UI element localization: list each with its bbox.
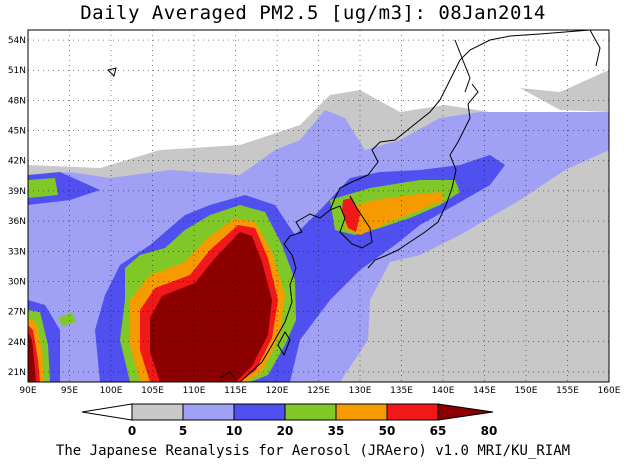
lat-tick-label: 48N — [8, 96, 26, 106]
gridlines — [28, 30, 609, 382]
lat-tick-label: 27N — [8, 308, 26, 318]
coastline-asia — [239, 30, 591, 382]
coastline-lake — [107, 67, 117, 77]
colorbar-label: 5 — [179, 424, 187, 438]
colorbar-label: 50 — [379, 424, 396, 438]
colorbar-label: 10 — [226, 424, 243, 438]
colorbar: 0 5 10 20 35 50 65 80 — [81, 403, 498, 438]
lon-tick-label: 130E — [349, 386, 372, 396]
lon-tick-label: 95E — [61, 386, 78, 396]
contour-80-plus-sw — [28, 332, 36, 382]
lon-tick-label: 115E — [224, 386, 247, 396]
lat-tick-label: 51N — [8, 66, 26, 76]
coastline-taiwan — [277, 331, 291, 357]
lon-tick-label: 100E — [100, 386, 123, 396]
map-frame — [27, 29, 610, 383]
lat-tick-label: 54N — [8, 36, 26, 46]
lon-tick-label: 155E — [556, 386, 579, 396]
lon-tick-label: 140E — [432, 386, 455, 396]
lon-ticks: 90E 95E 100E 105E 110E 115E 120E 125E 130E 135E 14… — [19, 386, 620, 396]
lat-tick-label: 36N — [8, 217, 26, 227]
colorbar-segment — [233, 403, 286, 421]
colorbar-segment — [335, 403, 388, 421]
coastline-korea — [329, 195, 373, 249]
contour-35-50-spot — [58, 312, 76, 326]
contour-35-50 — [28, 178, 58, 198]
lat-tick-label: 33N — [8, 247, 26, 257]
colorbar-segment — [284, 403, 337, 421]
contour-5-10-east — [520, 70, 609, 112]
contour-50-65-japan — [345, 192, 445, 235]
lon-tick-label: 150E — [515, 386, 538, 396]
lon-tick-label: 145E — [473, 386, 496, 396]
colorbar-label: 35 — [328, 424, 345, 438]
lat-tick-label: 24N — [8, 338, 26, 348]
colorbar-label: 0 — [128, 424, 136, 438]
lat-tick-label: 21N — [8, 368, 26, 378]
coastline-japan — [367, 83, 479, 269]
coastlines — [107, 30, 601, 382]
lon-tick-label: 90E — [19, 386, 36, 396]
lon-tick-label: 160E — [598, 386, 621, 396]
colorbar-segment — [386, 403, 439, 421]
coastline-kamchatka — [589, 30, 601, 67]
lat-tick-label: 39N — [8, 187, 26, 197]
colorbar-label: 20 — [277, 424, 294, 438]
coastline-sakhalin — [454, 39, 471, 93]
map-title: Daily Averaged PM2.5 [ug/m3]: 08Jan2014 — [80, 2, 546, 24]
colorbar-segment — [131, 403, 184, 421]
lon-tick-label: 125E — [307, 386, 330, 396]
colorbar-label: 80 — [481, 424, 498, 438]
lat-tick-label: 30N — [8, 277, 26, 287]
lat-tick-label: 45N — [8, 127, 26, 137]
colorbar-label: 65 — [430, 424, 447, 438]
lat-tick-label: 42N — [8, 157, 26, 167]
coastline-hainan — [219, 371, 237, 381]
lon-tick-label: 135E — [390, 386, 413, 396]
lon-tick-label: 105E — [141, 386, 164, 396]
colorbar-extend-high — [437, 403, 494, 421]
colorbar-segment — [182, 403, 235, 421]
lon-tick-label: 110E — [183, 386, 206, 396]
lat-ticks: 21N 24N 27N 30N 33N 36N 39N 42N 45N 48N 51N 54N — [8, 36, 26, 378]
lon-tick-label: 120E — [266, 386, 289, 396]
contour-80-plus — [150, 232, 272, 382]
credit-line: The Japanese Reanalysis for Aerosol (JRA… — [55, 443, 571, 459]
colorbar-extend-low — [81, 403, 133, 421]
